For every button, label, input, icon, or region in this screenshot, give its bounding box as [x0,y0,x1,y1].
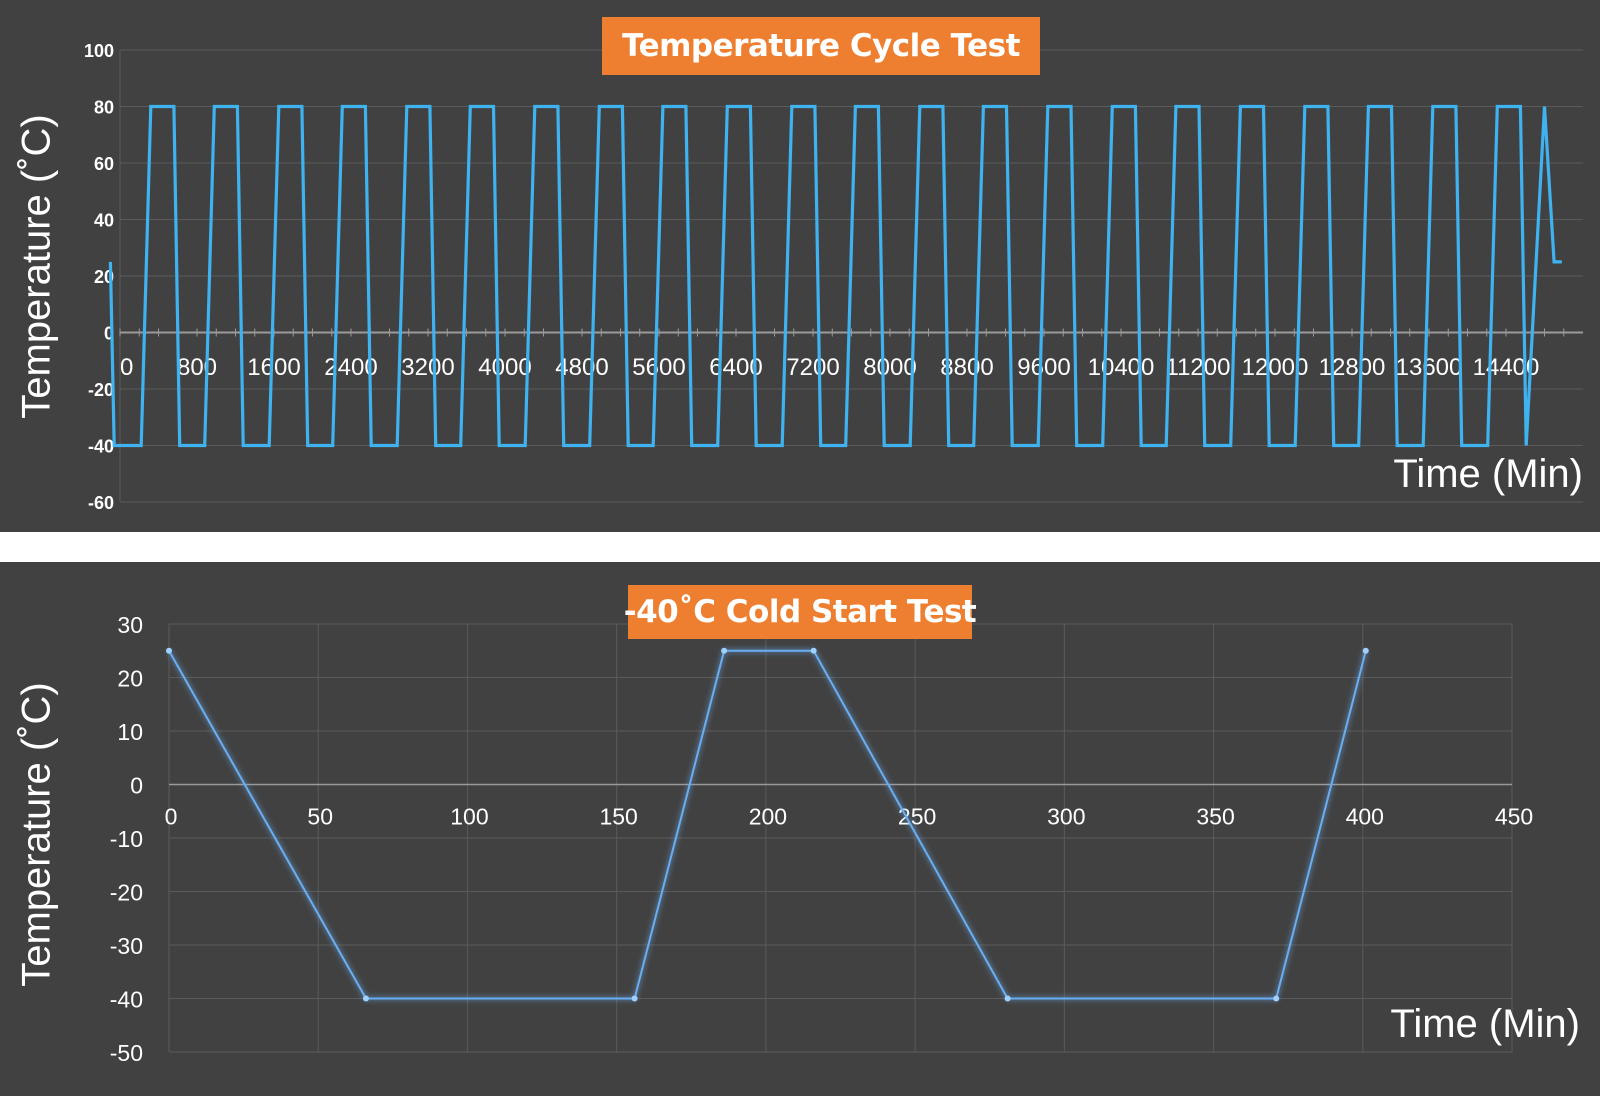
cold-data-point [810,647,817,654]
cycle-x-tick-label: 0 [120,354,133,381]
cold-y-tick-label: -50 [110,1040,143,1066]
cold-x-tick-label: 250 [898,804,936,830]
cycle-y-axis-label: Temperature (˚C) [14,114,59,419]
cold-y-tick-label: -30 [110,933,143,959]
cycle-x-axis-label: Time (Min) [1393,452,1583,496]
cycle-x-tick-label: 13600 [1396,354,1463,381]
cold-y-tick-label: 20 [117,666,143,692]
cold-y-axis-label: Temperature (˚C) [14,682,59,987]
cold-data-point [1004,995,1011,1002]
cycle-x-tick-label: 10400 [1088,354,1155,381]
cold-x-tick-label: 150 [599,804,637,830]
cold-data-point [166,647,172,654]
cycle-y-tick-label: 0 [104,324,114,344]
cold-y-tick-label: 0 [130,773,143,799]
cycle-y-tick-label: -40 [88,437,114,457]
cold-y-tick-label: 10 [117,719,143,745]
cycle-x-tick-label: 14400 [1473,354,1540,381]
cycle-y-tick-label: -60 [88,493,114,513]
cycle-chart-title: Temperature Cycle Test [602,17,1040,75]
cycle-x-tick-label: 4000 [478,354,531,381]
cycle-x-tick-label: 8800 [940,354,993,381]
cold-data-point [1362,647,1369,654]
cold-y-tick-label: -10 [110,826,143,852]
cold-x-tick-label: 300 [1047,804,1085,830]
cycle-x-tick-label: 3200 [401,354,454,381]
cold-data-point [721,647,728,654]
cold-series-line [168,649,1367,1000]
cold-y-tick-label: 30 [117,612,143,638]
cold-x-tick-label: 350 [1196,804,1234,830]
cold-x-tick-label: 200 [749,804,787,830]
cold-data-point [631,995,638,1002]
cycle-y-tick-label: -20 [88,380,114,400]
cycle-y-tick-label: 80 [94,98,114,118]
cycle-y-tick-label: 40 [94,211,114,231]
cycle-y-tick-label: 60 [94,154,114,174]
cold-x-tick-label: 450 [1495,804,1533,830]
cold-x-tick-label: 0 [165,804,178,830]
cycle-x-tick-label: 7200 [786,354,839,381]
cold-x-axis-label: Time (Min) [1390,1002,1580,1046]
cycle-x-tick-label: 11200 [1166,354,1231,381]
cold-y-tick-label: -40 [110,987,143,1013]
cycle-series-line [108,104,1562,448]
cold-data-point [362,995,369,1002]
cold-y-tick-label: -20 [110,880,143,906]
cycle-x-tick-label: 9600 [1017,354,1070,381]
cold-x-tick-label: 100 [450,804,488,830]
cycle-x-tick-label: 800 [177,354,217,381]
cold-x-tick-label: 400 [1346,804,1384,830]
cold-x-tick-label: 50 [307,804,333,830]
cycle-x-tick-label: 12800 [1319,354,1386,381]
cycle-x-tick-label: 1600 [247,354,300,381]
cycle-x-tick-label: 5600 [632,354,685,381]
cycle-y-tick-label: 100 [84,41,114,61]
cold-data-point [1273,995,1280,1002]
cycle-x-tick-label: 4800 [555,354,608,381]
cold-chart-title: -40˚C Cold Start Test [624,585,977,639]
cycle-x-tick-label: 8000 [863,354,916,381]
cycle-y-tick-label: 20 [94,267,114,287]
